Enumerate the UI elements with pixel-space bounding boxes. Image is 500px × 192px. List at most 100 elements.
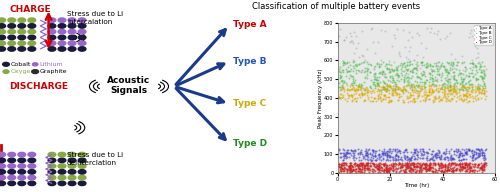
- Point: [420, 152, 428, 156]
- Point: [426, 63, 434, 66]
- Point: [346, 63, 354, 66]
- Point: [357, 86, 365, 89]
- Point: [410, 147, 418, 151]
- Point: [404, 168, 412, 171]
- Point: [406, 83, 414, 86]
- Point: [408, 83, 416, 86]
- Point: [405, 60, 413, 63]
- Point: [432, 75, 440, 78]
- Point: [358, 163, 366, 166]
- Point: [357, 88, 365, 91]
- Point: [434, 162, 442, 165]
- Point: [345, 77, 353, 80]
- Point: [380, 164, 388, 167]
- Point: [386, 76, 394, 79]
- Point: [354, 69, 362, 72]
- Point: [416, 157, 424, 160]
- Point: [336, 27, 344, 31]
- Point: [438, 170, 446, 173]
- Point: [436, 64, 444, 67]
- Point: [442, 169, 450, 172]
- Point: [396, 167, 404, 170]
- Point: [444, 80, 452, 83]
- Point: [411, 86, 419, 89]
- Point: [391, 157, 399, 160]
- Point: [385, 156, 393, 159]
- Point: [338, 83, 346, 86]
- Point: [342, 68, 349, 71]
- Point: [400, 84, 408, 87]
- Point: [356, 164, 364, 167]
- Point: [427, 162, 435, 165]
- Point: [450, 86, 458, 89]
- Point: [414, 164, 422, 167]
- Point: [338, 164, 346, 167]
- Point: [430, 99, 438, 102]
- Point: [341, 98, 349, 101]
- Point: [392, 84, 400, 87]
- Point: [350, 153, 358, 156]
- Point: [467, 83, 475, 86]
- Point: [384, 169, 392, 172]
- Circle shape: [78, 35, 86, 40]
- Point: [434, 66, 442, 69]
- Point: [336, 70, 344, 73]
- Point: [406, 158, 414, 161]
- Point: [388, 157, 396, 160]
- Point: [338, 78, 346, 81]
- Point: [352, 63, 360, 66]
- Point: [344, 164, 352, 167]
- Circle shape: [68, 35, 76, 40]
- Point: [395, 149, 403, 152]
- Point: [454, 148, 462, 151]
- Point: [372, 163, 380, 166]
- Point: [350, 81, 358, 84]
- Point: [338, 64, 346, 67]
- Point: [410, 100, 418, 103]
- Point: [460, 166, 468, 170]
- Point: [378, 150, 386, 153]
- Point: [414, 166, 422, 169]
- Point: [350, 88, 358, 91]
- Point: [407, 170, 415, 173]
- Point: [374, 94, 382, 97]
- Point: [402, 89, 409, 92]
- Point: [368, 154, 376, 157]
- Point: [468, 89, 475, 92]
- Point: [430, 70, 438, 73]
- Point: [462, 151, 470, 154]
- Point: [336, 162, 344, 166]
- Point: [344, 96, 352, 99]
- Point: [434, 96, 442, 99]
- Point: [375, 66, 383, 69]
- Point: [430, 84, 438, 87]
- Point: [478, 91, 486, 94]
- Point: [469, 74, 477, 77]
- Point: [366, 152, 374, 155]
- Point: [474, 152, 482, 155]
- Point: [378, 167, 386, 170]
- Point: [456, 166, 464, 169]
- Point: [456, 164, 464, 167]
- Point: [471, 87, 479, 90]
- Point: [351, 97, 359, 100]
- Point: [478, 148, 486, 151]
- Point: [443, 156, 451, 159]
- Point: [478, 164, 486, 167]
- Point: [452, 151, 460, 154]
- Point: [349, 77, 357, 80]
- Point: [402, 164, 409, 167]
- Point: [415, 34, 423, 37]
- Point: [459, 84, 467, 87]
- Point: [403, 159, 411, 162]
- Point: [398, 166, 406, 169]
- Point: [402, 170, 409, 173]
- Point: [361, 169, 369, 172]
- Point: [379, 85, 387, 88]
- Point: [392, 82, 400, 85]
- Point: [384, 84, 392, 88]
- Point: [474, 52, 482, 55]
- Point: [452, 81, 460, 84]
- Point: [370, 73, 378, 76]
- Point: [356, 85, 364, 88]
